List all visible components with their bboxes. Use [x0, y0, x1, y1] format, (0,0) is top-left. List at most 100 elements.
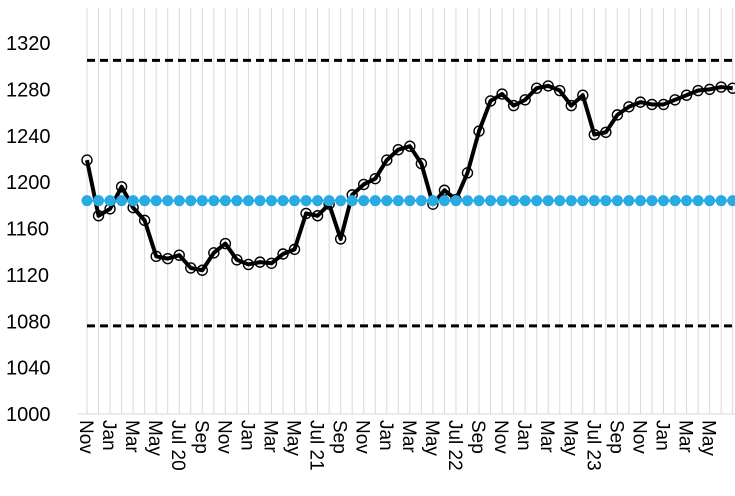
data-point: [404, 140, 416, 152]
mean-point: [208, 195, 220, 207]
mean-point: [623, 195, 635, 207]
x-tick-label: Nov: [628, 420, 649, 454]
y-axis-ticks: 1000 1040 1080 1120 1160 1200 1240 1280 1320: [6, 33, 51, 426]
data-point: [162, 252, 174, 265]
mean-point: [577, 195, 589, 207]
data-point: [288, 243, 301, 256]
y-tick-label: 1240: [6, 126, 51, 148]
x-tick-label: Mar: [536, 420, 557, 453]
data-point: [473, 125, 485, 137]
mean-point: [173, 195, 185, 207]
mean-point: [93, 195, 105, 207]
mean-point: [519, 195, 531, 207]
data-point: [692, 84, 704, 97]
y-tick-label: 1120: [6, 265, 49, 287]
data-point: [300, 207, 312, 220]
data-point: [588, 128, 601, 141]
data-point: [484, 95, 497, 107]
y-tick-label: 1160: [6, 219, 49, 241]
mean-point: [715, 195, 727, 207]
data-point: [138, 214, 151, 227]
data-point: [185, 262, 197, 274]
data-point: [703, 83, 716, 96]
mean-point: [565, 195, 577, 207]
y-tick-label: 1080: [6, 311, 51, 333]
data-point: [530, 82, 543, 94]
mean-point: [461, 195, 473, 207]
mean-point: [265, 195, 277, 207]
x-tick-label: Jul 20: [167, 420, 188, 471]
data-point: [507, 99, 520, 112]
x-tick-label: May: [698, 420, 719, 456]
x-tick-label: Nov: [75, 420, 96, 454]
mean-point: [485, 195, 497, 207]
mean-point: [323, 195, 335, 207]
data-point: [208, 247, 220, 259]
data-point: [242, 258, 255, 271]
data-point: [565, 99, 577, 112]
mean-point: [427, 195, 439, 207]
y-tick-label: 1040: [6, 358, 51, 380]
mean-point: [185, 195, 197, 207]
mean-point: [162, 195, 174, 207]
mean-point: [542, 195, 554, 207]
y-tick-label: 1320: [6, 33, 51, 55]
mean-point: [681, 195, 693, 207]
data-point: [611, 109, 624, 121]
data-point: [715, 81, 727, 93]
mean-point: [358, 195, 370, 207]
x-tick-label: Mar: [675, 420, 696, 453]
data-point: [577, 89, 589, 101]
data-point: [231, 254, 243, 266]
x-tick-label: Sep: [190, 420, 211, 454]
data-point: [81, 154, 93, 166]
mean-point: [646, 195, 658, 207]
data-point: [150, 250, 162, 263]
mean-point: [231, 195, 243, 207]
mean-point: [300, 195, 312, 207]
mean-point: [289, 195, 301, 207]
x-tick-label: May: [421, 420, 442, 456]
mean-point: [127, 195, 139, 207]
x-axis-ticks: Nov Jan Mar May Jul 20 Sep Nov Jan Mar May Jul 21 S…: [75, 420, 719, 471]
mean-point: [531, 195, 543, 207]
y-tick-label: 1200: [6, 172, 51, 194]
data-point: [519, 94, 531, 106]
mean-series: [81, 195, 735, 207]
x-tick-label: Sep: [467, 420, 488, 454]
mean-point: [196, 195, 208, 207]
mean-point: [150, 195, 162, 207]
data-point: [311, 210, 324, 222]
mean-point: [704, 195, 716, 207]
data-point: [115, 181, 128, 193]
data-point: [657, 98, 670, 111]
mean-point: [508, 195, 520, 207]
mean-point: [369, 195, 381, 207]
vertical-gridlines: [78, 8, 735, 415]
mean-point: [277, 195, 289, 207]
data-point: [542, 80, 554, 92]
data-point: [623, 101, 635, 113]
mean-point: [346, 195, 358, 207]
x-tick-label: Sep: [329, 420, 350, 454]
x-tick-label: Jul 23: [582, 420, 603, 471]
x-tick-label: Jul 22: [444, 420, 465, 471]
mean-point: [658, 195, 669, 207]
mean-point: [415, 195, 427, 207]
mean-point: [392, 195, 404, 207]
x-tick-label: Nov: [352, 420, 373, 454]
x-tick-label: Sep: [605, 420, 626, 454]
y-tick-label: 1280: [6, 79, 51, 101]
data-point: [381, 154, 393, 166]
data-point: [196, 264, 209, 276]
data-point: [415, 157, 428, 170]
data-point: [496, 88, 508, 100]
mean-point: [600, 195, 612, 207]
data-point: [173, 249, 185, 261]
data-point: [334, 233, 347, 245]
mean-point: [404, 195, 416, 207]
data-point: [600, 126, 612, 138]
x-tick-label: Mar: [121, 420, 142, 453]
x-tick-label: Jan: [236, 420, 257, 451]
